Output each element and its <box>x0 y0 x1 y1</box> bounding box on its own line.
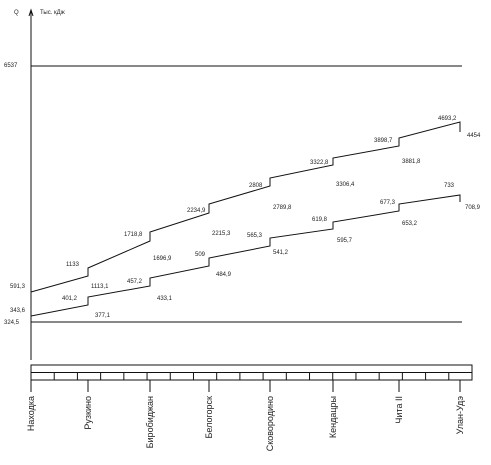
y-axis-title-q: Q <box>14 10 19 16</box>
y-axis-arrow <box>28 8 34 17</box>
lower-label-619-8: 619,8 <box>312 217 328 223</box>
lower-label-565-3: 565,3 <box>247 233 263 239</box>
lower-label-484-9: 484,9 <box>216 272 232 278</box>
y-label-6537: 6537 <box>4 63 18 69</box>
upper-label-2808: 2808 <box>249 183 263 189</box>
station-strip <box>30 364 473 381</box>
upper-label-2789-8: 2789,8 <box>273 205 292 211</box>
y-label-343-6: 343,6 <box>10 308 26 314</box>
upper-label-3322-8: 3322,8 <box>310 160 329 166</box>
station-label-kendatsry: Кендацры <box>328 396 338 438</box>
upper-label-4454: 4454 <box>467 133 481 139</box>
upper-label-1718-8: 1718,8 <box>124 232 143 238</box>
station-label-ulan-ude: Улан-Удэ <box>455 396 465 435</box>
station-label-chita-2: Чита II <box>394 396 404 424</box>
station-label-belogorsk: Белогорск <box>204 396 214 439</box>
lower-label-377-1: 377,1 <box>95 313 111 319</box>
upper-label-2215-3: 2215,3 <box>212 231 231 237</box>
lower-label-653-2: 653,2 <box>402 221 418 227</box>
upper-label-3306-4: 3306,4 <box>336 182 355 188</box>
lower-label-509: 509 <box>195 252 206 258</box>
y-label-591-3: 591,3 <box>10 284 26 290</box>
lower-label-457-2: 457,2 <box>127 279 143 285</box>
lower-label-733: 733 <box>444 183 455 189</box>
station-label-skovorodino: Сковородино <box>265 396 275 451</box>
station-ticks <box>30 380 461 392</box>
lower-label-401-2: 401,2 <box>62 296 78 302</box>
station-label-nakhodka: Находка <box>26 396 36 431</box>
station-labels: Находка Рузкино Биробиджан Белогорск Ско… <box>26 396 465 452</box>
lower-label-433-1: 433,1 <box>157 296 173 302</box>
station-label-birobidzhan: Биробиджан <box>145 396 155 448</box>
y-axis-title-units: Тыс. кДж <box>40 10 65 16</box>
station-label-ruzkino: Рузкино <box>83 396 93 430</box>
series-upper <box>30 121 461 293</box>
upper-label-2234-9: 2234,9 <box>187 208 206 214</box>
upper-label-4693-2: 4693,2 <box>438 116 457 122</box>
y-label-324-5: 324,5 <box>4 320 20 326</box>
upper-label-1696-9: 1696,9 <box>153 256 172 262</box>
upper-label-1113-1: 1113,1 <box>91 284 109 290</box>
lower-label-677-3: 677,3 <box>380 200 396 206</box>
lower-label-708-9: 708,9 <box>465 205 481 211</box>
upper-label-1133: 1133 <box>66 262 80 268</box>
upper-label-3898-7: 3898,7 <box>374 138 393 144</box>
series-lower <box>30 194 461 317</box>
upper-label-3881-8: 3881,8 <box>402 159 421 165</box>
lower-label-541-2: 541,2 <box>273 250 289 256</box>
lower-label-595-7: 595,7 <box>337 238 353 244</box>
